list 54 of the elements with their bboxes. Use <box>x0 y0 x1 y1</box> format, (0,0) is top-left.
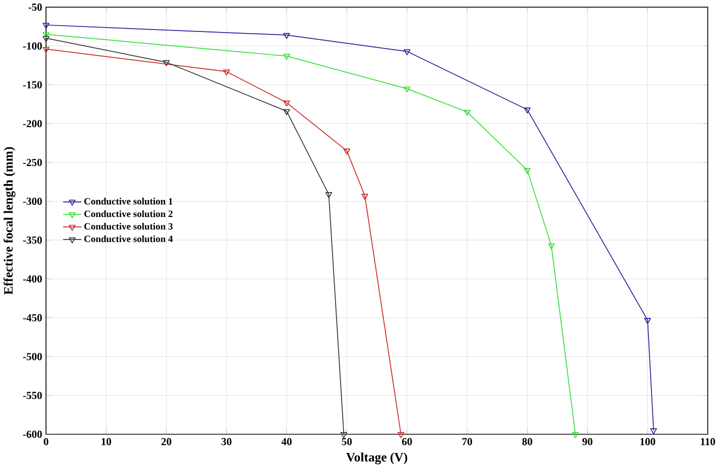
y-tick-label: -200 <box>23 120 42 128</box>
point <box>283 33 290 40</box>
y-axis-title: Effective focal length (mm) <box>4 147 16 295</box>
y-tick-label: -100 <box>23 42 42 50</box>
y-tick-label: -400 <box>23 275 42 283</box>
point <box>404 49 410 56</box>
legend-label: Conductive solution 3 <box>84 222 173 230</box>
x-tick-label: 20 <box>161 438 172 446</box>
x-tick-label: 50 <box>342 438 352 446</box>
x-tick-label: 70 <box>462 438 472 446</box>
x-tick-label: 0 <box>44 438 48 446</box>
point <box>42 36 50 42</box>
point <box>325 192 332 198</box>
y-tick-label: -300 <box>23 198 42 205</box>
y-tick-label: -50 <box>28 4 42 11</box>
y-tick-label: -600 <box>23 430 42 438</box>
point <box>283 54 290 60</box>
x-tick-label: 30 <box>222 438 232 446</box>
point <box>42 32 50 38</box>
y-tick-label: -350 <box>23 236 42 244</box>
y-tick-label: -150 <box>23 81 42 88</box>
x-tick-label: 100 <box>640 438 656 446</box>
y-tick-label: -550 <box>23 392 42 400</box>
point <box>42 22 50 29</box>
x-tick-label: 10 <box>102 438 112 446</box>
legend-label: Conductive solution 4 <box>84 235 173 242</box>
point <box>398 432 404 438</box>
point <box>650 428 657 434</box>
y-tick-label: -500 <box>23 353 42 360</box>
point <box>343 148 350 155</box>
x-tick-label: 80 <box>522 438 532 446</box>
x-axis-title: Voltage (V) <box>346 452 408 464</box>
point <box>223 70 230 76</box>
point <box>572 432 579 438</box>
point <box>464 110 471 116</box>
point <box>283 100 290 107</box>
legend-label: Conductive solution 1 <box>84 198 172 205</box>
point <box>283 109 290 116</box>
point <box>162 60 170 66</box>
y-tick-label: -250 <box>23 158 42 166</box>
point <box>42 47 50 54</box>
x-tick-label: 60 <box>402 438 412 446</box>
point <box>524 168 531 174</box>
x-tick-label: 90 <box>582 438 592 446</box>
point <box>404 86 410 93</box>
point <box>524 108 531 114</box>
x-tick-label: 40 <box>281 438 292 446</box>
point <box>340 432 348 438</box>
point <box>361 194 368 200</box>
point <box>548 244 555 250</box>
point <box>644 318 651 324</box>
legend-label: Conductive solution 2 <box>84 210 172 218</box>
y-tick-label: -450 <box>23 314 42 322</box>
x-tick-label: 110 <box>700 438 716 446</box>
